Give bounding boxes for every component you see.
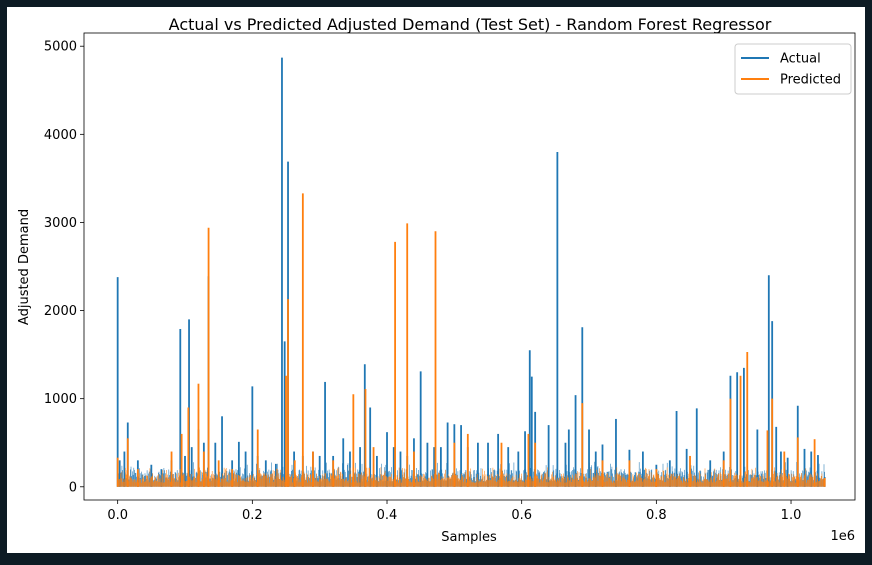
legend: Actual Predicted — [734, 43, 852, 95]
series-layer — [116, 57, 826, 487]
x-tick-label: 0.8 — [646, 508, 667, 523]
y-tick-label: 1000 — [44, 392, 77, 407]
legend-label-actual: Actual — [780, 52, 821, 67]
y-axis: 0 1000 2000 3000 4000 5000 — [44, 40, 84, 495]
x-axis-label: Samples — [441, 530, 497, 545]
x-tick-label: 1.0 — [781, 508, 802, 523]
x-axis-offset-label: 1e6 — [830, 529, 855, 544]
plot-area — [83, 32, 856, 501]
y-tick-label: 0 — [69, 480, 77, 495]
y-tick-label: 3000 — [44, 216, 77, 231]
plot-background — [84, 33, 855, 500]
x-tick-label: 0.6 — [511, 508, 532, 523]
y-tick-label: 4000 — [44, 128, 77, 143]
y-axis-label: Adjusted Demand — [17, 209, 32, 325]
y-tick-label: 2000 — [44, 304, 77, 319]
chart-svg: Actual vs Predicted Adjusted Demand (Tes… — [17, 15, 856, 545]
legend-label-predicted: Predicted — [780, 73, 841, 88]
x-tick-label: 0.0 — [107, 508, 128, 523]
legend-box — [734, 43, 852, 95]
x-tick-label: 0.4 — [377, 508, 398, 523]
chart-figure: Actual vs Predicted Adjusted Demand (Tes… — [7, 7, 865, 553]
plot-border — [83, 32, 856, 501]
series-predicted — [116, 193, 826, 487]
chart-title: Actual vs Predicted Adjusted Demand (Tes… — [169, 15, 772, 34]
x-tick-label: 0.2 — [242, 508, 263, 523]
x-axis: 0.0 0.2 0.4 0.6 0.8 1.0 — [107, 500, 801, 523]
y-tick-label: 5000 — [44, 40, 77, 55]
